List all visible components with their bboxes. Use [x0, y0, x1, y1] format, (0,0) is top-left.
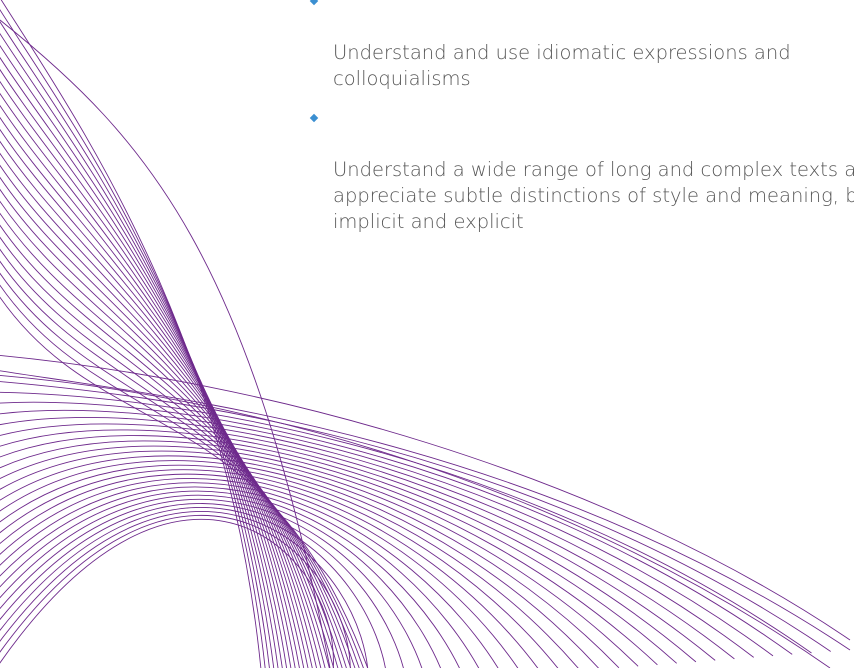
wave-line	[0, 374, 831, 668]
wave-line	[0, 236, 347, 668]
wave-line	[0, 370, 851, 651]
wave-line	[0, 409, 774, 657]
wave-line	[0, 44, 279, 668]
wave-line	[0, 423, 735, 660]
wave-line	[0, 68, 287, 668]
wave-line	[0, 19, 331, 668]
bullet-text: Understand a wide range of long and comp…	[333, 158, 854, 233]
wave-line	[0, 440, 677, 664]
wave-line	[0, 478, 519, 668]
wave-line	[0, 92, 296, 668]
wave-line	[0, 391, 812, 654]
wave-line	[0, 188, 330, 668]
wave-line	[0, 9, 266, 668]
diamond-bullet-icon	[309, 113, 319, 123]
wave-line	[0, 498, 423, 668]
wave-line	[0, 355, 851, 641]
wave-line	[0, 0, 262, 668]
wave-line	[0, 140, 313, 668]
wave-line	[0, 450, 639, 667]
wave-line	[0, 511, 368, 668]
bullet-text: Understand and use idiomatic expressions…	[333, 41, 791, 90]
wave-line	[0, 200, 334, 668]
wave-line	[0, 176, 326, 668]
wave-line	[0, 469, 559, 668]
bullet-list: Understand and use idiomatic expressions…	[309, 0, 854, 248]
wave-line	[0, 515, 351, 668]
wave-line	[0, 164, 322, 668]
wave-line	[0, 21, 270, 668]
wave-line	[0, 429, 716, 661]
wave-line	[0, 381, 831, 652]
wave-line	[0, 212, 339, 668]
wave-line	[0, 503, 404, 668]
wave-line	[0, 80, 292, 668]
wave-line	[0, 445, 658, 666]
wave-line	[0, 417, 754, 658]
wave-line	[0, 401, 793, 655]
wave-line	[0, 482, 499, 668]
wave-line	[0, 473, 539, 668]
wave-line	[0, 296, 368, 668]
wave-line	[0, 104, 300, 668]
wave-line	[0, 464, 579, 668]
wave-line	[0, 284, 364, 668]
wave-line	[0, 460, 600, 668]
wave-line	[0, 56, 283, 668]
wave-line	[0, 152, 317, 668]
wave-line	[0, 224, 343, 668]
bullet-item-idioms: Understand and use idiomatic expressions…	[309, 0, 854, 92]
wave-line	[0, 507, 386, 668]
diamond-bullet-icon	[309, 0, 319, 6]
wave-line	[0, 435, 697, 663]
bullet-item-complex-texts: Understand a wide range of long and comp…	[309, 105, 854, 235]
wave-line	[0, 486, 480, 668]
wave-line	[0, 272, 360, 668]
wave-line	[0, 490, 460, 668]
wave-line	[0, 455, 620, 668]
wave-line	[0, 519, 334, 668]
wave-line	[0, 248, 351, 668]
wave-line	[0, 116, 305, 668]
wave-line	[0, 494, 441, 668]
wave-line	[0, 128, 309, 668]
wave-line	[0, 32, 275, 668]
